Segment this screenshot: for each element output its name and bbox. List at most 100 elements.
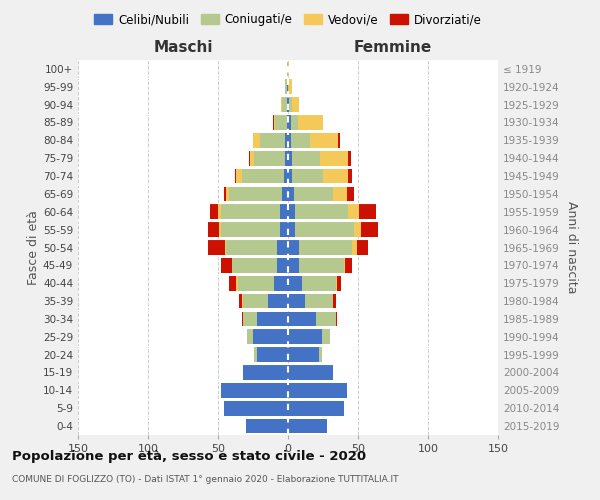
Bar [346,258,352,272]
Bar [284,168,288,184]
Text: COMUNE DI FOGLIZZO (TO) - Dati ISTAT 1° gennaio 2020 - Elaborazione TUTTITALIA.I: COMUNE DI FOGLIZZO (TO) - Dati ISTAT 1° … [12,475,398,484]
Text: Femmine: Femmine [354,40,432,54]
Bar [220,222,221,237]
Bar [250,151,254,166]
Bar [288,348,319,362]
Bar [229,186,283,201]
Bar [288,133,291,148]
Bar [242,294,243,308]
Bar [225,240,226,255]
Bar [224,186,226,201]
Bar [292,151,320,166]
Bar [292,168,323,184]
Bar [288,240,299,255]
Bar [277,240,288,255]
Bar [289,80,292,94]
Bar [224,401,288,415]
Bar [246,419,288,434]
Bar [249,151,250,166]
Bar [288,115,291,130]
Bar [285,133,288,148]
Bar [354,222,361,237]
Legend: Celibi/Nubili, Coniugati/e, Vedovi/e, Divorziati/e: Celibi/Nubili, Coniugati/e, Vedovi/e, Di… [89,8,487,31]
Bar [333,186,347,201]
Bar [288,365,333,380]
Bar [238,276,274,290]
Bar [348,168,352,184]
Bar [281,98,283,112]
Bar [288,151,292,166]
Bar [298,115,323,130]
Text: Maschi: Maschi [153,40,213,54]
Bar [257,312,288,326]
Bar [226,240,277,255]
Bar [254,151,285,166]
Bar [288,401,344,415]
Bar [243,312,257,326]
Bar [291,133,310,148]
Bar [221,204,280,219]
Bar [274,115,275,130]
Bar [288,330,322,344]
Bar [293,186,333,201]
Bar [257,348,288,362]
Bar [335,276,337,290]
Bar [333,294,335,308]
Bar [320,151,348,166]
Bar [247,330,253,344]
Bar [274,276,288,290]
Bar [221,222,280,237]
Bar [361,222,377,237]
Bar [236,168,242,184]
Bar [288,312,316,326]
Bar [229,276,236,290]
Bar [280,204,288,219]
Bar [299,258,344,272]
Bar [323,168,348,184]
Bar [280,222,288,237]
Bar [299,240,352,255]
Bar [288,186,293,201]
Bar [319,348,322,362]
Bar [243,294,268,308]
Bar [295,204,348,219]
Bar [239,294,242,308]
Bar [242,168,284,184]
Bar [285,151,288,166]
Bar [288,419,327,434]
Bar [285,80,287,94]
Bar [287,115,288,130]
Bar [288,294,305,308]
Bar [235,168,236,184]
Bar [253,133,260,148]
Bar [310,133,338,148]
Bar [291,115,298,130]
Bar [218,204,221,219]
Bar [288,222,295,237]
Bar [288,62,289,76]
Bar [221,258,232,272]
Bar [322,330,330,344]
Bar [295,222,354,237]
Bar [268,294,288,308]
Bar [302,276,335,290]
Bar [344,258,346,272]
Bar [316,312,335,326]
Bar [208,222,220,237]
Bar [347,186,354,201]
Bar [272,115,274,130]
Bar [292,98,299,112]
Bar [253,330,288,344]
Bar [232,258,277,272]
Bar [359,204,376,219]
Bar [352,240,356,255]
Bar [289,98,292,112]
Bar [287,62,288,76]
Bar [242,312,243,326]
Bar [338,133,340,148]
Bar [287,98,288,112]
Bar [288,98,289,112]
Bar [221,383,288,398]
Bar [277,258,288,272]
Bar [236,276,238,290]
